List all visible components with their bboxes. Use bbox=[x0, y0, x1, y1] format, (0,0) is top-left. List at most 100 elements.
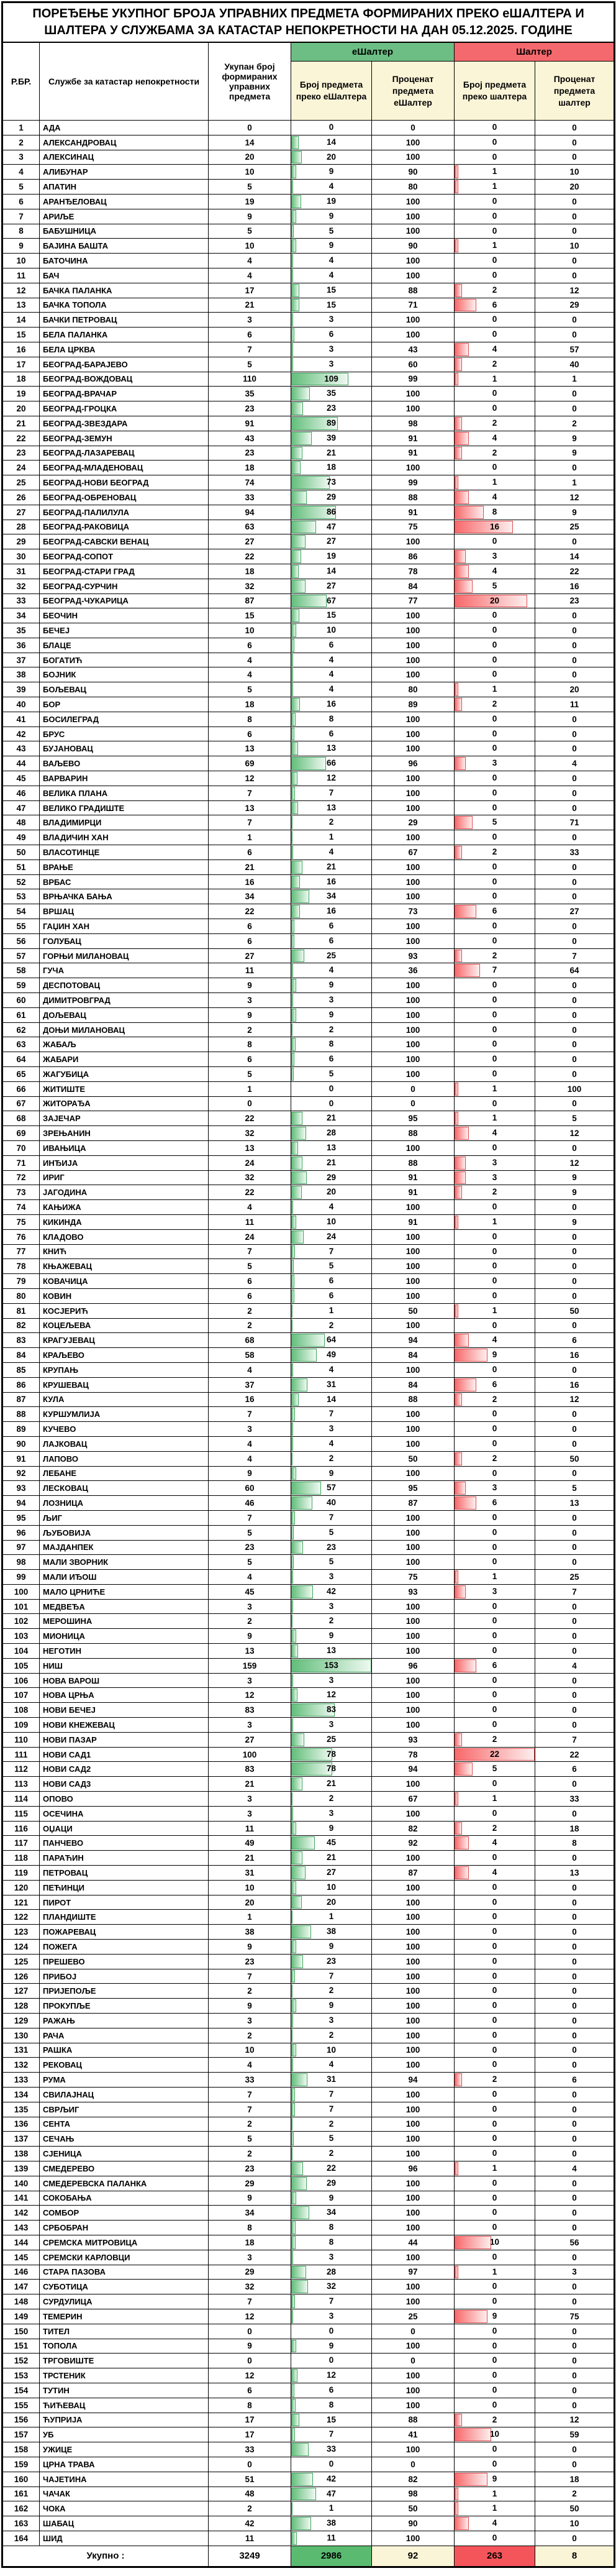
total-count: 9 bbox=[208, 978, 291, 994]
s-count: 0 bbox=[454, 1318, 535, 1334]
e-percent: 41 bbox=[371, 2427, 455, 2443]
office-name: КРАЉЕВО bbox=[39, 1347, 209, 1363]
s-percent: 23 bbox=[534, 593, 615, 609]
e-percent: 100 bbox=[371, 2057, 455, 2073]
s-count-value: 10 bbox=[489, 2429, 500, 2439]
shalter-data-bar bbox=[455, 1082, 458, 1096]
e-percent: 82 bbox=[371, 1820, 455, 1836]
s-percent: 5 bbox=[534, 1111, 615, 1127]
s-count-value: 0 bbox=[492, 2001, 497, 2010]
eshalter-data-bar bbox=[291, 2398, 296, 2412]
e-count-value: 23 bbox=[326, 1956, 337, 1966]
total-count: 29 bbox=[208, 2264, 291, 2280]
eshalter-data-bar bbox=[291, 2472, 314, 2486]
s-count-wrap: 4 bbox=[455, 431, 535, 445]
s-count: 2 bbox=[454, 1391, 535, 1408]
s-count: 0 bbox=[454, 652, 535, 668]
s-count-value: 0 bbox=[492, 152, 497, 162]
office-name: КИКИНДА bbox=[39, 1214, 209, 1230]
shalter-data-bar bbox=[455, 357, 462, 371]
total-count: 4 bbox=[208, 267, 291, 283]
table-row: 55 ГАЏИН ХАН 6 6 100 0 0 bbox=[2, 919, 615, 934]
s-count: 0 bbox=[454, 608, 535, 624]
s-count: 0 bbox=[454, 1037, 535, 1053]
eshalter-data-bar bbox=[291, 1141, 298, 1155]
s-count-value: 0 bbox=[492, 2252, 497, 2262]
e-percent: 100 bbox=[371, 312, 455, 328]
table-row: 141 СОКОБАЊА 9 9 100 0 0 bbox=[2, 2190, 615, 2206]
col-header-s-count: Број предмета преко шалтера bbox=[454, 61, 535, 121]
e-count: 20 bbox=[291, 149, 372, 165]
office-name: БОЈНИК bbox=[39, 667, 209, 683]
eshalter-data-bar bbox=[291, 1792, 292, 1805]
s-percent: 0 bbox=[534, 120, 615, 135]
s-count: 0 bbox=[454, 2279, 535, 2295]
e-count-value: 9 bbox=[328, 2001, 334, 2010]
s-percent: 0 bbox=[534, 2530, 615, 2546]
s-count-value: 0 bbox=[492, 1512, 497, 1522]
e-count: 9 bbox=[291, 238, 372, 254]
e-count-wrap: 49 bbox=[291, 1349, 371, 1362]
s-percent: 0 bbox=[534, 2190, 615, 2206]
table-row: 64 ЖАБАРИ 6 6 100 0 0 bbox=[2, 1052, 615, 1067]
e-count-wrap: 14 bbox=[291, 564, 371, 578]
eshalter-data-bar bbox=[291, 727, 295, 741]
shalter-data-bar bbox=[455, 298, 477, 312]
e-count-wrap: 15 bbox=[291, 283, 371, 297]
eshalter-data-bar bbox=[291, 402, 304, 415]
s-count-wrap: 2 bbox=[455, 1186, 535, 1199]
e-percent: 100 bbox=[371, 1406, 455, 1423]
table-row: 140 СМЕДЕРЕВСКА ПАЛАНКА 29 29 100 0 0 bbox=[2, 2175, 615, 2191]
e-percent: 100 bbox=[371, 1273, 455, 1289]
e-count: 0 bbox=[291, 1081, 372, 1097]
col-header-e-pct: Проценат предмета еШалтер bbox=[371, 61, 455, 121]
office-name: БЕОГРАД-ВОЖДОВАЦ bbox=[39, 371, 209, 387]
e-count-value: 14 bbox=[326, 566, 337, 575]
s-count-value: 0 bbox=[492, 610, 497, 620]
e-count: 3 bbox=[291, 341, 372, 357]
s-count: 0 bbox=[454, 771, 535, 786]
e-count-value: 9 bbox=[328, 241, 334, 250]
e-count-wrap: 3 bbox=[291, 2309, 371, 2323]
s-percent: 0 bbox=[534, 1465, 615, 1482]
e-percent: 91 bbox=[371, 430, 455, 446]
total-count: 3 bbox=[208, 2249, 291, 2265]
e-count-wrap: 9 bbox=[291, 1999, 371, 2013]
e-count-value: 32 bbox=[326, 2281, 337, 2291]
table-row: 158 УЖИЦЕ 33 33 100 0 0 bbox=[2, 2442, 615, 2457]
e-count-value: 7 bbox=[328, 2104, 334, 2114]
total-count: 22 bbox=[208, 904, 291, 920]
e-percent: 100 bbox=[371, 1983, 455, 1999]
e-count-value: 3 bbox=[328, 2015, 334, 2025]
e-count-value: 4 bbox=[328, 2060, 334, 2070]
e-count: 13 bbox=[291, 800, 372, 816]
table-row: 143 СРБОБРАН 8 8 100 0 0 bbox=[2, 2220, 615, 2235]
row-number: 21 bbox=[2, 415, 40, 431]
s-count-wrap: 0 bbox=[455, 2176, 535, 2190]
eshalter-data-bar bbox=[291, 1304, 292, 1318]
table-row: 42 БРУС 6 6 100 0 0 bbox=[2, 726, 615, 742]
office-name: НИШ bbox=[39, 1657, 209, 1674]
s-count-value: 0 bbox=[492, 2340, 497, 2350]
e-count-value: 24 bbox=[326, 1231, 337, 1241]
total-count: 20 bbox=[208, 1894, 291, 1910]
total-count: 2 bbox=[208, 1318, 291, 1334]
s-count-value: 1 bbox=[492, 2488, 497, 2498]
row-number: 44 bbox=[2, 756, 40, 772]
s-count-wrap: 1 bbox=[455, 239, 535, 253]
office-name: МАЛИ ЗВОРНИК bbox=[39, 1554, 209, 1570]
eshalter-data-bar bbox=[291, 1171, 307, 1185]
s-percent: 0 bbox=[534, 1022, 615, 1038]
e-percent: 92 bbox=[371, 1835, 455, 1851]
s-percent: 0 bbox=[534, 1850, 615, 1866]
e-count: 20 bbox=[291, 1894, 372, 1910]
s-percent: 0 bbox=[534, 2116, 615, 2132]
e-count-value: 7 bbox=[328, 1971, 334, 1981]
e-count: 12 bbox=[291, 1687, 372, 1703]
eshalter-data-bar bbox=[291, 1215, 297, 1229]
e-count-value: 38 bbox=[326, 2518, 337, 2528]
s-count-value: 0 bbox=[492, 1631, 497, 1641]
e-count-value: 5 bbox=[328, 2134, 334, 2143]
total-count: 4 bbox=[208, 1436, 291, 1452]
s-count-value: 0 bbox=[492, 329, 497, 339]
